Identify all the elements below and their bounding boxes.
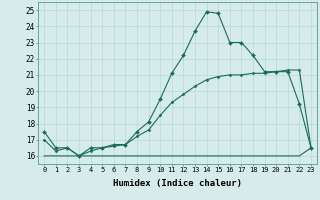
X-axis label: Humidex (Indice chaleur): Humidex (Indice chaleur) bbox=[113, 179, 242, 188]
